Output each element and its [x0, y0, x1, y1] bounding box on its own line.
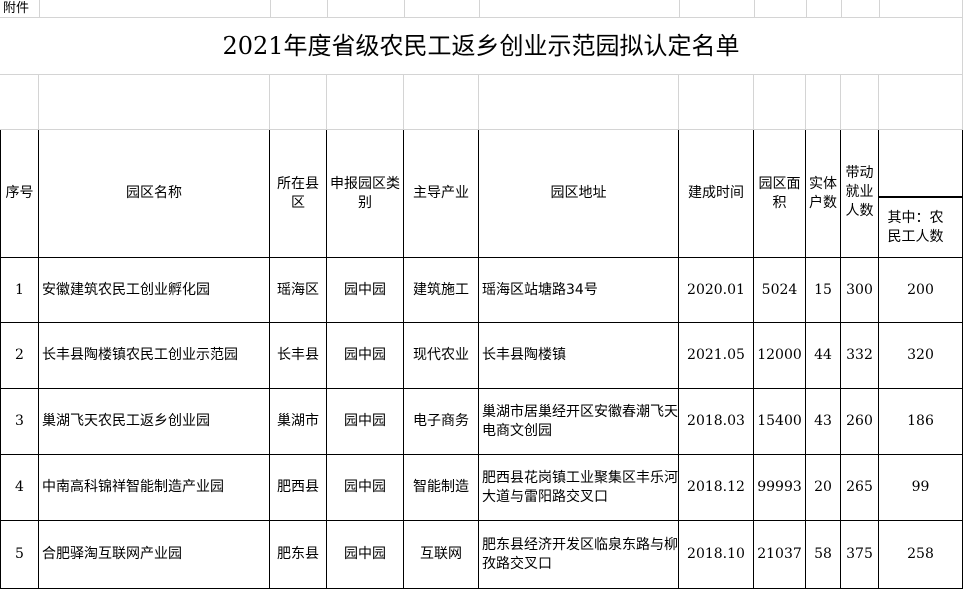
cell-no[interactable]: 2: [0, 323, 39, 389]
cell-migrant[interactable]: 320: [879, 323, 963, 389]
cell-category[interactable]: 园中园: [327, 323, 404, 389]
header-area: 园区面积: [754, 130, 806, 258]
cell-households[interactable]: 15: [806, 258, 841, 323]
cell-no[interactable]: 3: [0, 389, 39, 455]
cell-industry[interactable]: 电子商务: [404, 389, 479, 455]
empty-cell: [841, 75, 879, 130]
empty-cell: [754, 75, 806, 130]
cell-households[interactable]: 43: [806, 389, 841, 455]
cell-county[interactable]: 肥西县: [270, 455, 327, 521]
empty-cell: [0, 75, 39, 130]
cell-built[interactable]: 2018.12: [679, 455, 754, 521]
empty-cell: [806, 75, 841, 130]
empty-cell: [479, 75, 679, 130]
empty-cell: [679, 75, 754, 130]
cell-industry[interactable]: 互联网: [404, 521, 479, 589]
cell-county[interactable]: 肥东县: [270, 521, 327, 589]
cell-name[interactable]: 长丰县陶楼镇农民工创业示范园: [39, 323, 270, 389]
empty-cell: [327, 75, 404, 130]
cell-households[interactable]: 44: [806, 323, 841, 389]
header-county: 所在县区: [270, 130, 327, 258]
cell-address[interactable]: 巢湖市居巢经开区安徽春潮飞天电商文创园: [479, 389, 679, 455]
cell-county[interactable]: 瑶海区: [270, 258, 327, 323]
cell-jobs[interactable]: 375: [841, 521, 879, 589]
header-address: 园区地址: [479, 130, 679, 258]
cell-jobs[interactable]: 265: [841, 455, 879, 521]
header-name: 园区名称: [39, 130, 270, 258]
header-migrant-workers: 其中：农民工人数: [879, 197, 963, 258]
cell-industry[interactable]: 建筑施工: [404, 258, 479, 323]
empty-cell: [404, 75, 479, 130]
cell-built[interactable]: 2020.01: [679, 258, 754, 323]
cell-migrant[interactable]: 200: [879, 258, 963, 323]
cell-address[interactable]: 肥西县花岗镇工业聚集区丰乐河大道与雷阳路交叉口: [479, 455, 679, 521]
attachment-label: 附件: [0, 0, 963, 18]
cell-built[interactable]: 2018.10: [679, 521, 754, 589]
cell-category[interactable]: 园中园: [327, 389, 404, 455]
cell-no[interactable]: 5: [0, 521, 39, 589]
cell-migrant[interactable]: 99: [879, 455, 963, 521]
cell-built[interactable]: 2018.03: [679, 389, 754, 455]
cell-migrant[interactable]: 258: [879, 521, 963, 589]
header-built: 建成时间: [679, 130, 754, 258]
cell-jobs[interactable]: 260: [841, 389, 879, 455]
cell-category[interactable]: 园中园: [327, 521, 404, 589]
cell-category[interactable]: 园中园: [327, 455, 404, 521]
cell-migrant[interactable]: 186: [879, 389, 963, 455]
header-no: 序号: [0, 130, 39, 258]
header-category: 申报园区类别: [327, 130, 404, 258]
cell-area[interactable]: 12000: [754, 323, 806, 389]
cell-address[interactable]: 瑶海区站塘路34号: [479, 258, 679, 323]
cell-industry[interactable]: 智能制造: [404, 455, 479, 521]
cell-county[interactable]: 巢湖市: [270, 389, 327, 455]
empty-cell: [39, 75, 270, 130]
cell-name[interactable]: 巢湖飞天农民工返乡创业园: [39, 389, 270, 455]
cell-address[interactable]: 肥东县经济开发区临泉东路与柳孜路交叉口: [479, 521, 679, 589]
cell-category[interactable]: 园中园: [327, 258, 404, 323]
cell-area[interactable]: 21037: [754, 521, 806, 589]
cell-name[interactable]: 安徽建筑农民工创业孵化园: [39, 258, 270, 323]
cell-no[interactable]: 1: [0, 258, 39, 323]
cell-county[interactable]: 长丰县: [270, 323, 327, 389]
header-jobs: 带动就业人数: [841, 130, 879, 258]
cell-name[interactable]: 中南高科锦祥智能制造产业园: [39, 455, 270, 521]
cell-jobs[interactable]: 332: [841, 323, 879, 389]
header-households: 实体户数: [806, 130, 841, 258]
cell-households[interactable]: 58: [806, 521, 841, 589]
empty-header-cell: [879, 130, 963, 197]
empty-cell: [270, 75, 327, 130]
cell-area[interactable]: 99993: [754, 455, 806, 521]
cell-name[interactable]: 合肥驿淘互联网产业园: [39, 521, 270, 589]
page-title: 2021年度省级农民工返乡创业示范园拟认定名单: [0, 18, 963, 75]
empty-cell: [879, 75, 963, 130]
cell-households[interactable]: 20: [806, 455, 841, 521]
cell-no[interactable]: 4: [0, 455, 39, 521]
cell-address[interactable]: 长丰县陶楼镇: [479, 323, 679, 389]
header-industry: 主导产业: [404, 130, 479, 258]
cell-industry[interactable]: 现代农业: [404, 323, 479, 389]
cell-jobs[interactable]: 300: [841, 258, 879, 323]
cell-area[interactable]: 5024: [754, 258, 806, 323]
cell-built[interactable]: 2021.05: [679, 323, 754, 389]
cell-area[interactable]: 15400: [754, 389, 806, 455]
